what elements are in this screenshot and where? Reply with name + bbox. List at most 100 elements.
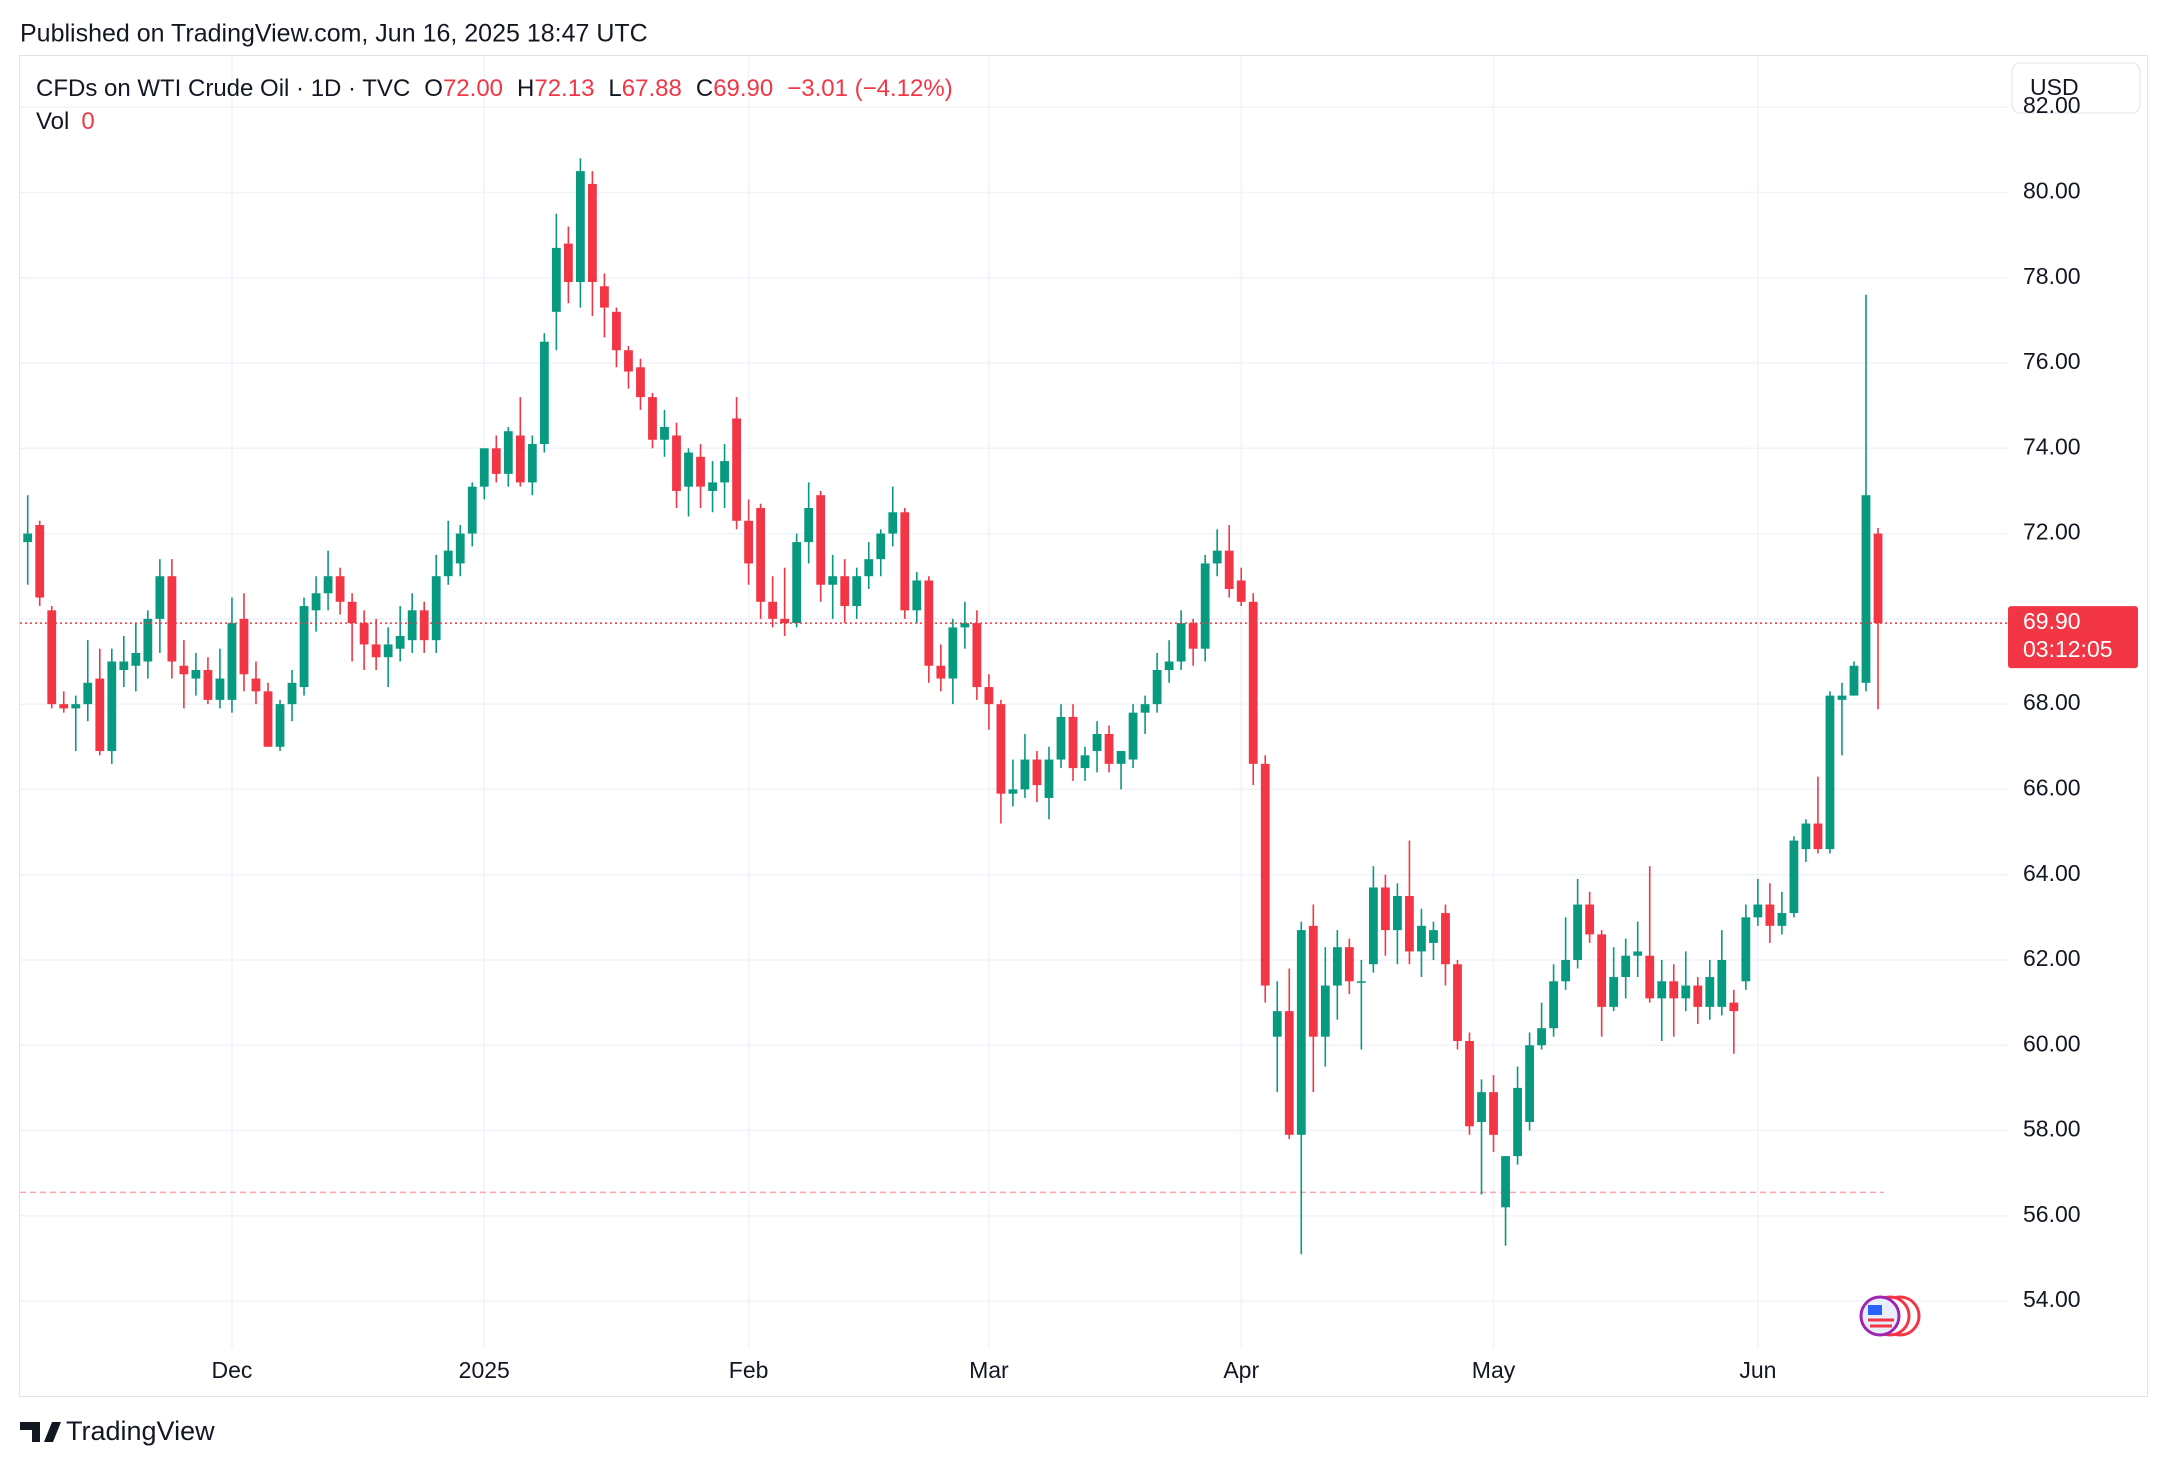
candle-body xyxy=(1260,763,1270,986)
candle-body xyxy=(395,635,405,649)
candle-body xyxy=(443,550,453,577)
candle-body xyxy=(1873,533,1883,624)
candle-body xyxy=(203,670,213,700)
candle-body xyxy=(407,610,417,641)
candle-body xyxy=(1717,959,1727,1007)
candle-body xyxy=(1236,580,1246,602)
x-tick-label: Jun xyxy=(1739,1357,1776,1383)
candle-body xyxy=(215,678,225,700)
currency-box[interactable] xyxy=(2011,62,2141,114)
candle-body xyxy=(1753,904,1763,918)
candle-body xyxy=(624,350,633,372)
candle-body xyxy=(47,610,57,705)
flag-canton xyxy=(1868,1305,1882,1315)
y-tick-label: 64.00 xyxy=(2023,860,2081,886)
candle-body xyxy=(227,623,237,700)
candle-body xyxy=(636,367,645,398)
candle-body xyxy=(107,661,117,752)
candle-body xyxy=(299,606,309,688)
y-tick-label: 68.00 xyxy=(2023,689,2081,715)
candle-body xyxy=(1068,716,1078,769)
candle-body xyxy=(1789,840,1799,914)
candle-body xyxy=(1224,550,1234,590)
last-price-label: 69.90 xyxy=(2023,608,2081,634)
candle-body xyxy=(71,704,81,709)
candle-body xyxy=(1417,925,1426,952)
candle-body xyxy=(1813,823,1823,850)
candle-body xyxy=(239,618,249,675)
candle-body xyxy=(479,448,489,487)
currency[interactable]: USD xyxy=(2030,74,2079,100)
candle-body xyxy=(720,461,729,483)
candle-body xyxy=(1128,712,1138,760)
low-label: L xyxy=(608,75,621,102)
candle-body xyxy=(275,704,285,747)
candle-body xyxy=(467,486,477,534)
candle-body xyxy=(1020,759,1030,790)
candle-body xyxy=(1621,955,1631,978)
chart-frame xyxy=(19,55,2148,1397)
candle-body xyxy=(1116,751,1126,764)
y-tick-label: 60.00 xyxy=(2023,1030,2081,1056)
candle-body xyxy=(1825,695,1835,850)
candle-body xyxy=(419,610,429,641)
volume-legend: Vol 0 xyxy=(36,108,95,135)
candle-body xyxy=(1356,981,1366,983)
candles xyxy=(23,158,1883,1255)
candle-body xyxy=(1549,981,1559,1029)
brand-name: TradingView xyxy=(66,1416,215,1446)
candle-body xyxy=(1393,896,1402,931)
high-label: H xyxy=(517,75,534,102)
y-tick-label: 74.00 xyxy=(2023,433,2081,459)
close-label: C xyxy=(696,75,713,102)
candle-body xyxy=(1344,947,1354,982)
country-flags xyxy=(1859,1295,1921,1337)
candle-body xyxy=(491,448,501,474)
volume-value: 0 xyxy=(81,108,94,135)
candle-body xyxy=(948,627,958,679)
candle-body xyxy=(984,687,994,705)
candle-body xyxy=(251,678,261,692)
candle-body xyxy=(359,623,369,645)
candle-body xyxy=(600,286,609,308)
candle-body xyxy=(1585,904,1595,935)
volume-label: Vol xyxy=(36,108,69,135)
candle-body xyxy=(59,704,69,709)
published-note: Published on TradingView.com, Jun 16, 20… xyxy=(20,20,648,48)
candle-body xyxy=(131,652,141,666)
candle-body xyxy=(1044,759,1054,798)
candle-body xyxy=(1441,913,1450,965)
candle-body xyxy=(1080,755,1090,769)
candle-body xyxy=(575,171,585,282)
candle-body xyxy=(1140,704,1150,713)
y-tick-label: 80.00 xyxy=(2023,178,2081,204)
candle-body xyxy=(143,618,153,662)
high-value: 72.13 xyxy=(534,75,594,102)
candle-body xyxy=(1453,964,1462,1041)
candle-body xyxy=(1465,1040,1474,1127)
candle-body xyxy=(83,682,93,705)
brand-logo: TradingView xyxy=(20,1416,215,1446)
candle-body xyxy=(1272,1011,1282,1037)
x-tick-label: Apr xyxy=(1223,1357,1259,1383)
candle-body xyxy=(1849,665,1859,696)
candle-body xyxy=(35,525,45,598)
x-tick-label: May xyxy=(1472,1357,1516,1383)
close-value: 69.90 xyxy=(713,75,773,102)
candle-body xyxy=(960,623,970,628)
candle-body xyxy=(744,520,753,564)
candle-body xyxy=(1633,951,1643,956)
candle-body xyxy=(23,533,33,543)
candle-body xyxy=(1248,601,1258,764)
candle-body xyxy=(1429,930,1438,943)
candle-body xyxy=(1368,887,1378,965)
candle-body xyxy=(1861,495,1871,683)
candle-body xyxy=(1573,904,1583,960)
candle-body xyxy=(828,576,838,585)
x-tick-label: Feb xyxy=(729,1357,769,1383)
countdown: 03:12:05 xyxy=(2023,636,2113,662)
candle-body xyxy=(780,618,790,624)
flag-icon xyxy=(1859,1295,1901,1337)
candle-body xyxy=(1200,563,1210,649)
open-label: O xyxy=(424,75,443,102)
